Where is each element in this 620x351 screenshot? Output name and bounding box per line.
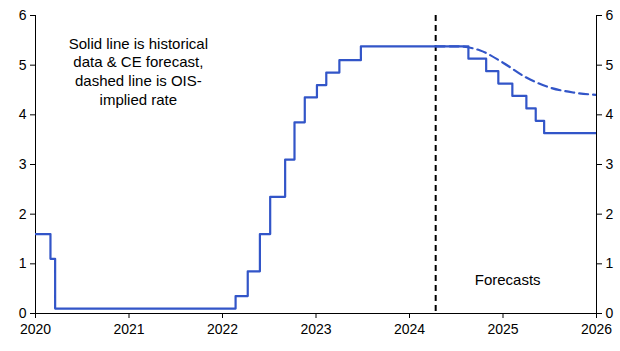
svg-text:2: 2 [606, 206, 614, 222]
svg-text:2023: 2023 [300, 321, 331, 337]
svg-text:2022: 2022 [207, 321, 238, 337]
svg-text:6: 6 [19, 7, 27, 23]
svg-text:2020: 2020 [20, 321, 51, 337]
svg-text:4: 4 [606, 106, 614, 122]
svg-text:1: 1 [19, 255, 27, 271]
svg-text:0: 0 [19, 305, 27, 321]
svg-text:Forecasts: Forecasts [475, 271, 541, 288]
svg-text:2024: 2024 [394, 321, 425, 337]
svg-text:Solid line is historicaldata &: Solid line is historicaldata & CE foreca… [69, 35, 208, 108]
svg-text:3: 3 [19, 156, 27, 172]
svg-text:2026: 2026 [581, 321, 612, 337]
svg-text:4: 4 [19, 106, 27, 122]
svg-text:1: 1 [606, 255, 614, 271]
svg-text:5: 5 [606, 57, 614, 73]
svg-text:2025: 2025 [487, 321, 518, 337]
svg-text:6: 6 [606, 7, 614, 23]
svg-text:3: 3 [606, 156, 614, 172]
svg-text:5: 5 [19, 57, 27, 73]
svg-text:0: 0 [606, 305, 614, 321]
svg-text:2021: 2021 [113, 321, 144, 337]
svg-text:2: 2 [19, 206, 27, 222]
